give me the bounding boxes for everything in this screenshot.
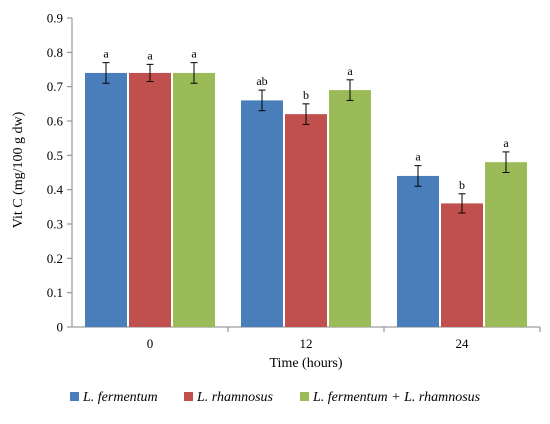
x-axis-title: Time (hours)	[270, 356, 343, 371]
legend-label: L. rhamnosus	[196, 390, 274, 405]
bar	[485, 162, 527, 327]
y-tick-label: 0.4	[47, 182, 64, 197]
y-axis-title: Vit C (mg/100 g dw)	[11, 111, 26, 228]
x-tick-label: 24	[456, 336, 470, 351]
significance-label: b	[459, 178, 465, 192]
x-tick-label: 0	[147, 336, 154, 351]
bar	[85, 72, 127, 327]
significance-label: a	[503, 136, 509, 150]
significance-label: a	[191, 47, 197, 61]
legend-label: L. fermentum	[82, 390, 158, 405]
y-tick-label: 0.1	[47, 285, 63, 300]
plot-area: 00.10.20.30.40.50.60.70.80.90a a a12abba24…	[47, 11, 541, 351]
x-tick-label: 12	[300, 336, 313, 351]
significance-label: a	[147, 48, 153, 62]
y-tick-label: 0.2	[47, 251, 63, 266]
significance-label: ab	[256, 74, 267, 88]
bar	[285, 114, 327, 327]
bar	[397, 175, 439, 327]
legend-label: L. fermentum + L. rhamnosus	[312, 390, 481, 405]
y-tick-label: 0.8	[47, 45, 63, 60]
bar	[173, 72, 215, 327]
y-tick-label: 0.9	[47, 11, 63, 26]
bar	[241, 100, 283, 328]
y-tick-label: 0	[57, 320, 64, 335]
legend-swatch	[70, 392, 79, 401]
bar	[441, 203, 483, 327]
significance-label: a	[103, 47, 109, 61]
bar	[329, 90, 371, 327]
legend-swatch	[184, 392, 193, 401]
y-tick-label: 0.3	[47, 217, 63, 232]
y-tick-label: 0.5	[47, 148, 63, 163]
y-tick-label: 0.6	[47, 114, 64, 129]
significance-label: b	[303, 88, 309, 102]
bar	[129, 72, 171, 327]
legend: L. fermentum L. rhamnosus L. fermentum + L…	[70, 390, 481, 405]
significance-label: a	[347, 64, 353, 78]
y-tick-label: 0.7	[47, 79, 64, 94]
significance-label: a	[415, 150, 421, 164]
legend-swatch	[300, 392, 309, 401]
